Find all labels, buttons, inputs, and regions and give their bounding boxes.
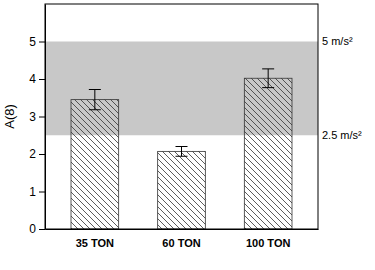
y-tick-label: 3	[29, 110, 36, 124]
y-tick-label: 0	[29, 222, 36, 236]
y-tick-label: 2	[29, 147, 36, 161]
y-tick-mark	[39, 154, 45, 155]
bar	[244, 78, 292, 229]
error-cap	[89, 89, 101, 90]
error-cap	[262, 68, 274, 69]
y-tick-label: 4	[29, 72, 36, 86]
y-tick-mark	[39, 79, 45, 80]
x-tick: 35 TON	[76, 229, 114, 249]
y-axis-title: A(8)	[2, 104, 17, 129]
chart: 0 1 2 3 4 5 35 TON 60 TON 100 TON 5 m/s² 2.5 m/s² A…	[0, 0, 375, 270]
error-bar	[262, 69, 274, 88]
annotation: 5 m/s²	[322, 35, 353, 47]
error-cap	[262, 87, 274, 88]
plot: 0 1 2 3 4 5 35 TON 60 TON 100 TON 5 m/s² 2.5 m/s²	[29, 4, 362, 249]
error-line	[181, 147, 182, 157]
error-line	[268, 69, 269, 88]
x-axis: 35 TON 60 TON 100 TON	[46, 229, 319, 249]
x-tick-label: 35 TON	[76, 237, 114, 249]
y-axis-line	[45, 5, 46, 230]
error-cap	[89, 109, 101, 110]
error-line	[94, 90, 95, 110]
annotation: 2.5 m/s²	[322, 129, 362, 141]
y-tick-label: 1	[29, 185, 36, 199]
y-tick-mark	[39, 42, 45, 43]
y-tick: 0	[29, 222, 45, 236]
y-tick-mark	[39, 192, 45, 193]
error-bar	[89, 90, 101, 110]
y-tick-label: 5	[29, 35, 36, 49]
y-tick: 4	[29, 72, 45, 86]
error-cap	[176, 146, 188, 147]
bar	[71, 100, 119, 229]
error-cap	[176, 156, 188, 157]
y-axis: 0 1 2 3 4 5	[29, 5, 45, 237]
y-tick-mark	[39, 117, 45, 118]
y-tick-mark	[39, 229, 45, 230]
y-tick: 3	[29, 110, 45, 124]
x-tick: 100 TON	[246, 229, 290, 249]
bar	[158, 151, 206, 229]
x-tick-label: 100 TON	[246, 237, 290, 249]
x-tick: 60 TON	[162, 229, 200, 249]
frame	[45, 4, 318, 229]
error-bar	[176, 147, 188, 157]
marks	[45, 42, 318, 230]
x-axis-line	[46, 229, 319, 230]
x-tick-label: 60 TON	[162, 237, 200, 249]
y-tick: 5	[29, 35, 45, 49]
y-tick: 1	[29, 185, 45, 199]
y-tick: 2	[29, 147, 45, 161]
